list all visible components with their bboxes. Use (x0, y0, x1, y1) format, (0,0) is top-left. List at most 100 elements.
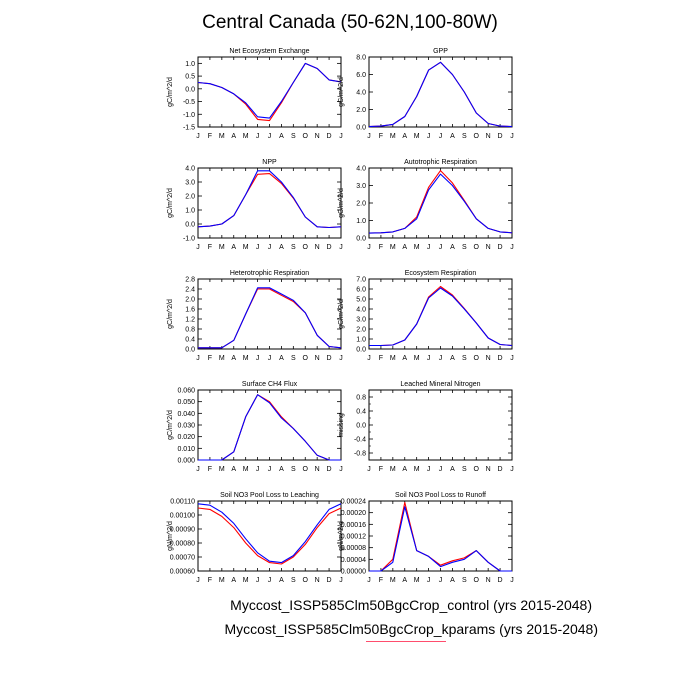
chart-10-xtick-label: D (498, 577, 503, 584)
chart-1-xtick-label: D (327, 133, 332, 140)
chart-2-xtick-label: O (474, 133, 480, 140)
chart-2-xtick-label: J (439, 133, 443, 140)
chart-3-xtick-label: J (196, 244, 200, 251)
chart-2-frame (368, 56, 513, 128)
chart-9-frame (197, 500, 342, 572)
chart-1-xtick-label: S (291, 133, 296, 140)
chart-7-xtick-label: D (327, 466, 332, 473)
chart-9-xtick-label: M (219, 577, 225, 584)
chart-10-xtick-label: A (450, 577, 455, 584)
chart-7-xtick-label: F (208, 466, 212, 473)
chart-6-xtick-label: A (450, 355, 455, 362)
chart-1-ytick-label: 0.5 (185, 74, 195, 81)
chart-9-ylabel: gN/m^2/d (167, 521, 174, 551)
chart-10-ytick-label: 0.00024 (341, 499, 366, 506)
chart-2-xtick-label: M (390, 133, 396, 140)
chart-10-ytick-label: 0.00000 (341, 569, 366, 576)
chart-4-xtick-label: J (510, 244, 514, 251)
chart-6-ytick-label: 4.0 (356, 307, 366, 314)
chart-1-ytick-label: 1.0 (185, 61, 195, 68)
chart-6-ytick-label: 0.0 (356, 347, 366, 354)
chart-2-xtick-label: J (367, 133, 371, 140)
chart-10-xtick-label: M (390, 577, 396, 584)
chart-7-xtick-label: A (231, 466, 236, 473)
chart-6-xtick-label: J (510, 355, 514, 362)
chart-10-xtick-label: O (474, 577, 480, 584)
chart-3-xtick-label: J (268, 244, 272, 251)
chart-1-ytick-label: -1.0 (183, 112, 195, 119)
chart-5-xtick-label: J (268, 355, 272, 362)
chart-3-xtick-label: D (327, 244, 332, 251)
chart-9-xtick-label: F (208, 577, 212, 584)
chart-1-xtick-label: A (279, 133, 284, 140)
legend-underline (366, 641, 446, 642)
chart-8-xtick-label: D (498, 466, 503, 473)
chart-4-ytick-label: 0.0 (356, 236, 366, 243)
chart-10-ytick-label: 0.00008 (341, 545, 366, 552)
chart-3-xtick-label: J (339, 244, 343, 251)
chart-7-ytick-label: 0.030 (177, 423, 195, 430)
chart-3-xtick-label: A (279, 244, 284, 251)
chart-10-xtick-label: J (439, 577, 443, 584)
chart-8-xtick-label: M (414, 466, 420, 473)
chart-9-xtick-label: J (339, 577, 343, 584)
chart-4-xtick-label: M (390, 244, 396, 251)
chart-7-title: Surface CH4 Flux (242, 381, 298, 388)
chart-1-xtick-label: M (243, 133, 249, 140)
chart-9-ytick-label: 0.00080 (170, 541, 195, 548)
chart-8-xtick-label: N (486, 466, 491, 473)
chart-10-series-control (369, 506, 512, 572)
chart-7-ytick-label: 0.000 (177, 458, 195, 465)
chart-2-xtick-label: D (498, 133, 503, 140)
chart-7-xtick-label: A (279, 466, 284, 473)
chart-7-ytick-label: 0.050 (177, 399, 195, 406)
chart-5-xtick-label: O (303, 355, 309, 362)
chart-10-series-kparams (369, 501, 512, 572)
chart-1-xtick-label: N (315, 133, 320, 140)
chart-3-xtick-label: M (243, 244, 249, 251)
chart-4-xtick-label: D (498, 244, 503, 251)
chart-3-xtick-label: O (303, 244, 309, 251)
chart-8-ytick-label: -0.8 (354, 451, 366, 458)
chart-6-series-kparams (369, 285, 513, 347)
chart-4-title: Autotrophic Respiration (404, 159, 477, 166)
chart-8-xtick-label: J (439, 466, 443, 473)
chart-10-ytick-label: 0.00020 (341, 510, 366, 517)
chart-1-xtick-label: J (268, 133, 272, 140)
chart-7-ytick-label: 0.040 (177, 411, 195, 418)
chart-7-xtick-label: J (339, 466, 343, 473)
chart-6-series-control (369, 287, 513, 347)
chart-9-ytick-label: 0.00090 (170, 527, 195, 534)
chart-4-ytick-label: 3.0 (356, 183, 366, 190)
chart-9-xtick-label: M (243, 577, 249, 584)
chart-2-xtick-label: A (450, 133, 455, 140)
chart-10-ytick-label: 0.00016 (341, 522, 366, 529)
chart-4-ytick-label: 1.0 (356, 218, 366, 225)
chart-7-ytick-label: 0.020 (177, 434, 195, 441)
chart-10-ylabel: gN/m^2/d (338, 521, 345, 551)
chart-2-xtick-label: F (379, 133, 383, 140)
chart-6-ytick-label: 1.0 (356, 337, 366, 344)
chart-7-series-control (198, 394, 341, 461)
chart-2-xtick-label: J (510, 133, 514, 140)
chart-5-xtick-label: A (279, 355, 284, 362)
chart-1-series-kparams (197, 62, 342, 122)
chart-5-ytick-label: 0.8 (185, 327, 195, 334)
chart-6-xtick-label: A (402, 355, 407, 362)
chart-10-xtick-label: F (379, 577, 383, 584)
chart-5-ytick-label: 1.6 (185, 307, 195, 314)
chart-6-xtick-label: J (439, 355, 443, 362)
chart-8-xtick-label: M (390, 466, 396, 473)
chart-9-xtick-label: D (327, 577, 332, 584)
chart-5-xtick-label: F (208, 355, 212, 362)
chart-5-ytick-label: 0.0 (185, 347, 195, 354)
chart-4-xtick-label: J (367, 244, 371, 251)
chart-3-ytick-label: 4.0 (185, 166, 195, 173)
chart-8-xtick-label: A (402, 466, 407, 473)
chart-6-xtick-label: S (462, 355, 467, 362)
chart-2-ytick-label: 6.0 (356, 72, 366, 79)
chart-3-series-kparams (197, 173, 342, 229)
chart-3-ytick-label: 3.0 (185, 180, 195, 187)
chart-1-ytick-label: -1.5 (183, 125, 195, 132)
chart-7-xtick-label: O (303, 466, 309, 473)
